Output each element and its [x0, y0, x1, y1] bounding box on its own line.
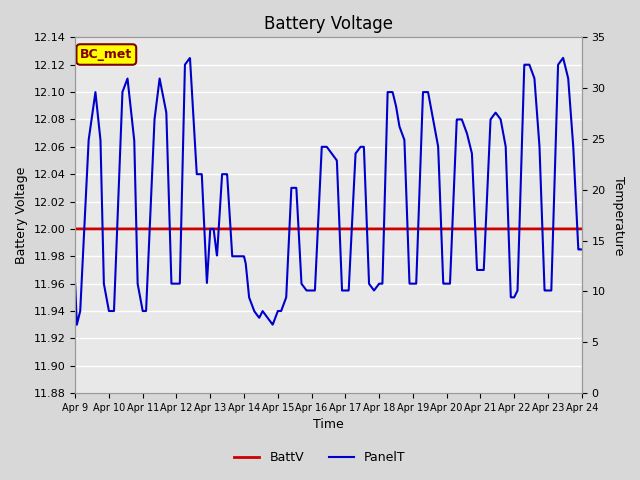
- Y-axis label: Temperature: Temperature: [612, 176, 625, 255]
- Y-axis label: Battery Voltage: Battery Voltage: [15, 167, 28, 264]
- Legend: BattV, PanelT: BattV, PanelT: [229, 446, 411, 469]
- Title: Battery Voltage: Battery Voltage: [264, 15, 393, 33]
- Text: BC_met: BC_met: [80, 48, 132, 61]
- X-axis label: Time: Time: [313, 419, 344, 432]
